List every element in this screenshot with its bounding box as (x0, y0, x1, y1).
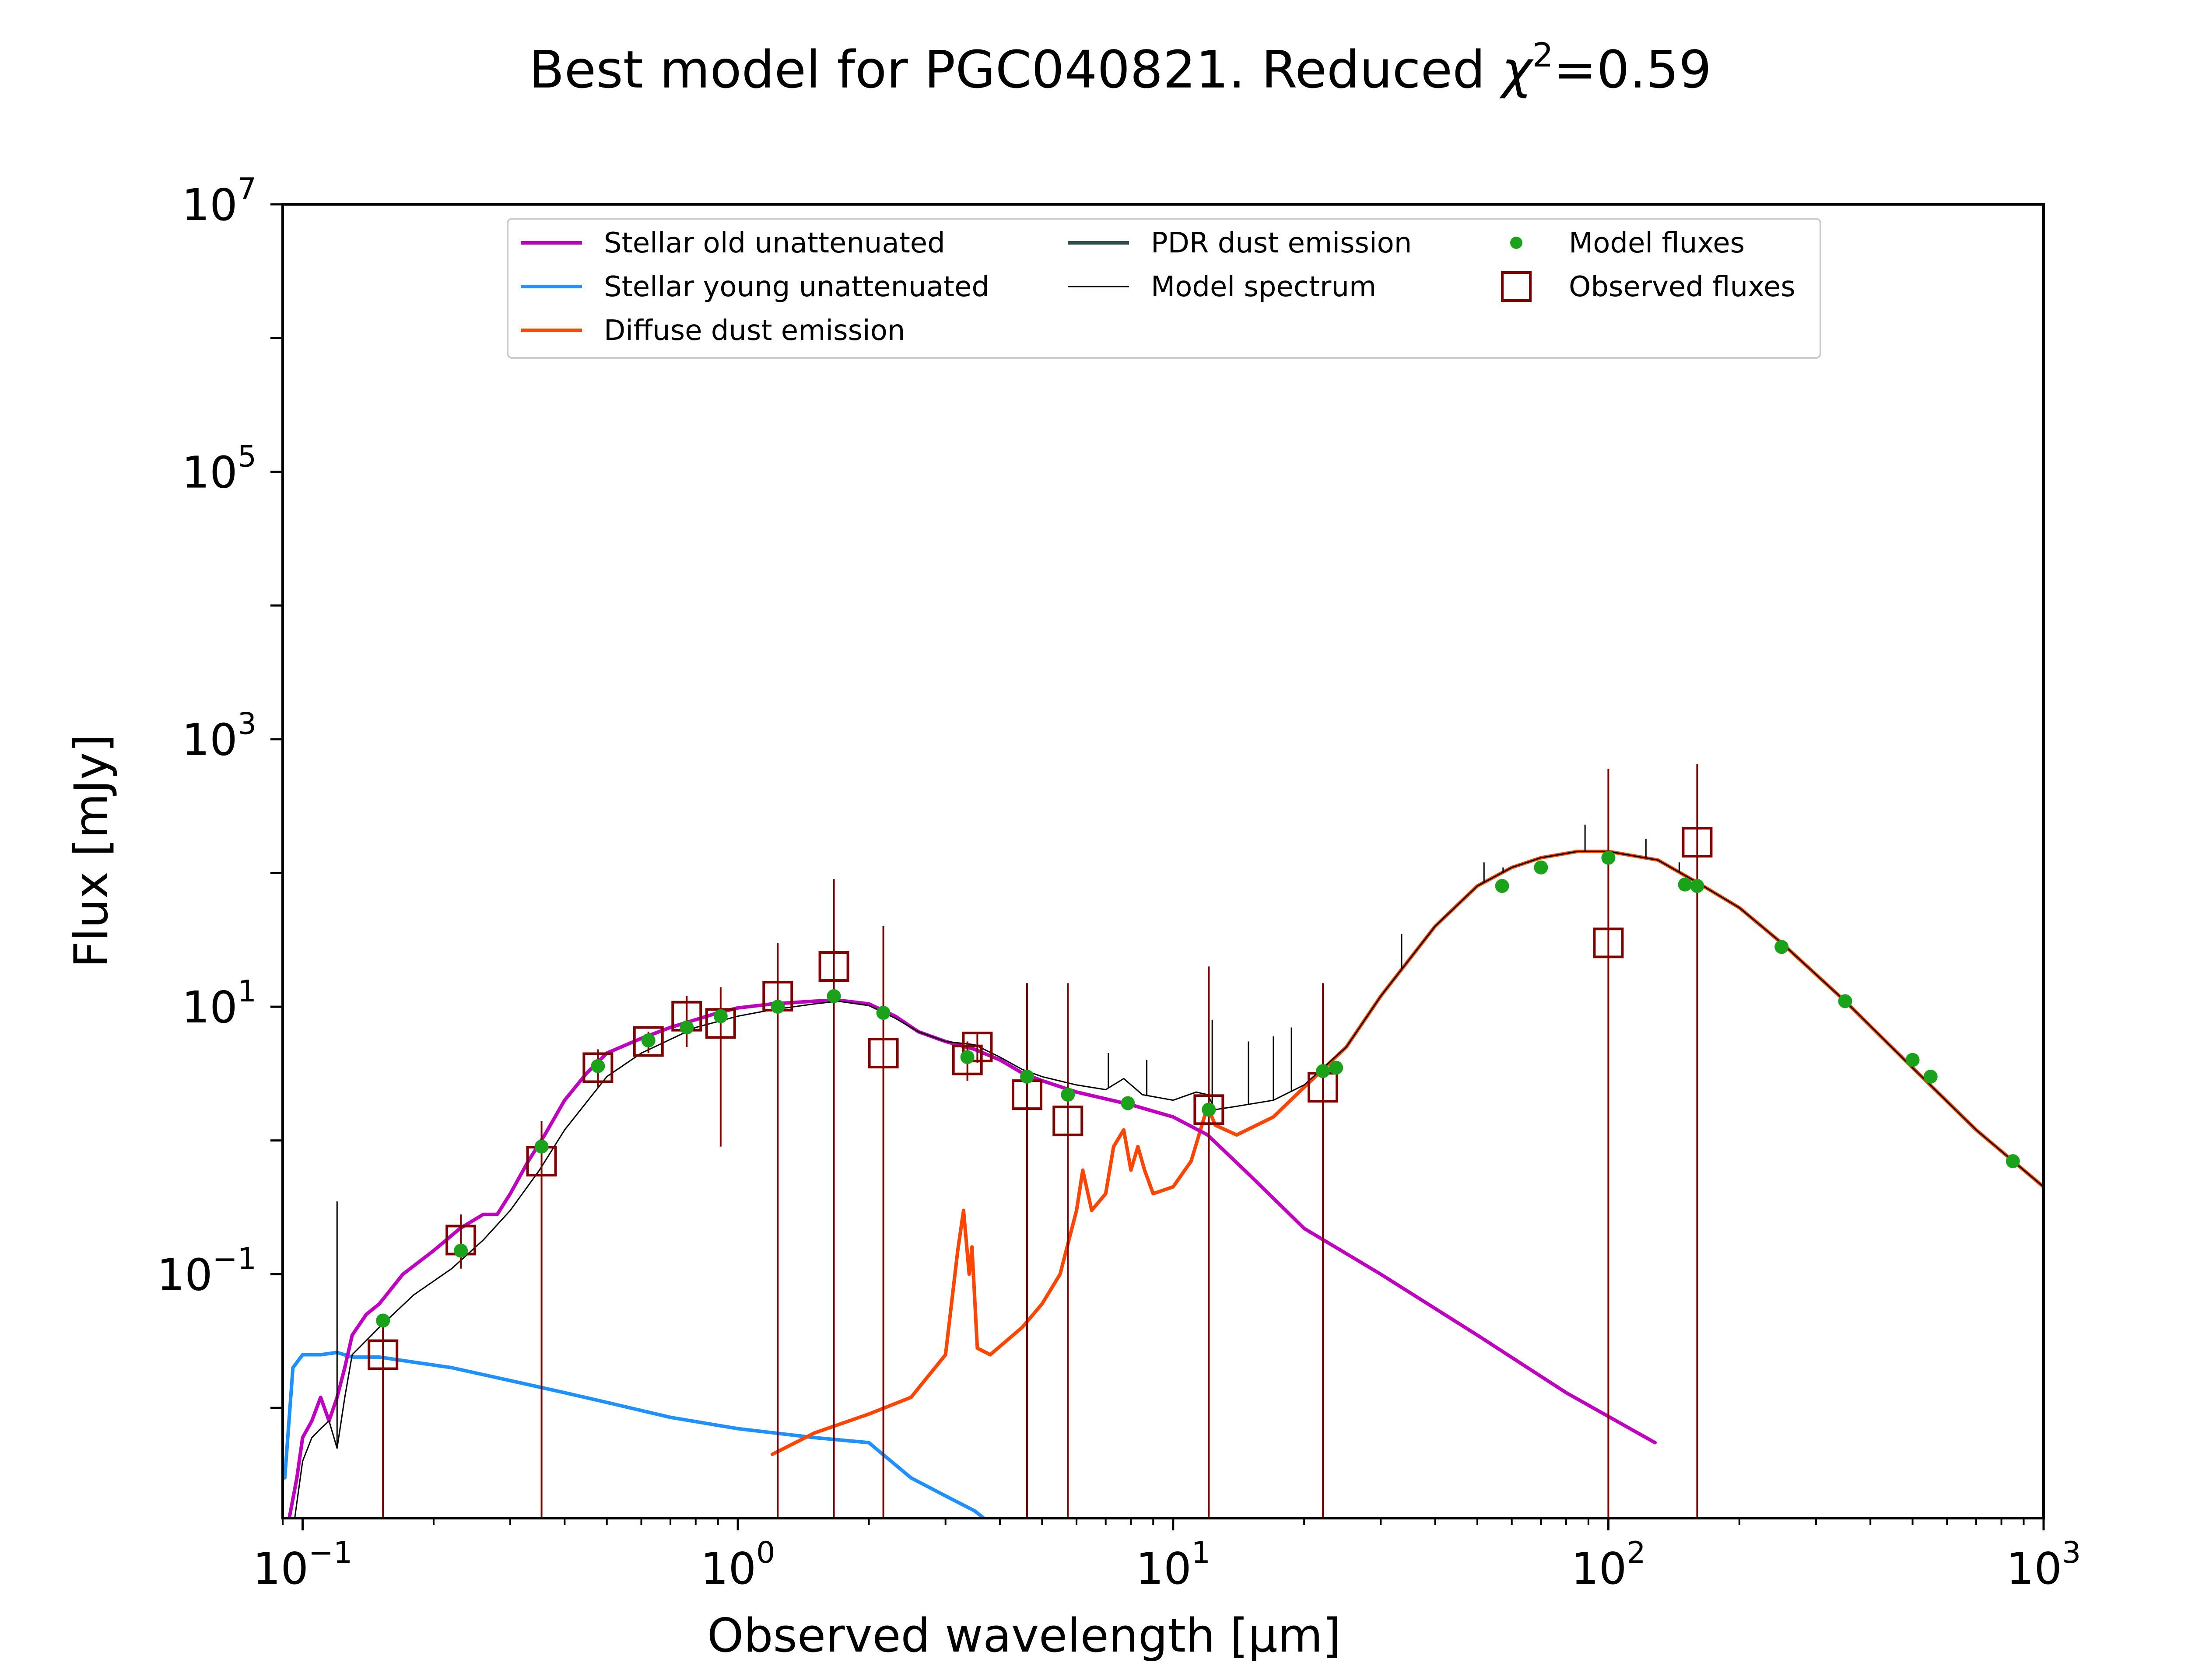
model-flux-point (534, 1139, 549, 1154)
model-flux-point (960, 1050, 975, 1064)
model-flux-point (876, 1006, 891, 1020)
model-flux-point (827, 989, 841, 1003)
y-tick-label: 103 (182, 707, 256, 766)
model-flux-point (771, 1000, 785, 1014)
legend-label-stellar-old: Stellar old unattenuated (604, 227, 945, 259)
marker-layer (368, 764, 2020, 1518)
legend: Stellar old unattenuated Stellar young u… (507, 218, 1821, 359)
y-tick-label: 107 (182, 172, 256, 231)
y-tick-label: 101 (182, 974, 256, 1033)
y-axis-label: Flux [mJy] (64, 734, 118, 968)
model-spectrum-line (294, 850, 2044, 1518)
model-flux-point (1061, 1088, 1075, 1102)
legend-box (507, 218, 1821, 359)
legend-label-stellar-young: Stellar young unattenuated (604, 271, 989, 303)
x-tick-label: 100 (701, 1536, 775, 1594)
model-flux-point (454, 1243, 468, 1258)
model-flux-point (1905, 1053, 1920, 1067)
model-flux-point (591, 1059, 605, 1073)
model-flux-point (1329, 1060, 1343, 1075)
legend-swatch-model-fluxes (1510, 237, 1522, 249)
legend-label-pdr-dust: PDR dust emission (1151, 227, 1412, 259)
tick-layer: 10−1 100 101 102 103 10−1 101 103 105 107 (157, 172, 2081, 1594)
observed-flux-marker (633, 1026, 664, 1057)
y-tick-label: 105 (182, 439, 256, 498)
y-tick-label: 10−1 (157, 1242, 257, 1300)
model-flux-point (1202, 1102, 1216, 1117)
model-flux-point (1601, 850, 1616, 865)
observed-flux-marker (1593, 928, 1624, 959)
observed-flux-marker (368, 1339, 399, 1370)
x-tick-label: 101 (1136, 1536, 1210, 1594)
x-tick-label: 103 (2006, 1536, 2081, 1594)
chart-title-tail: =0.59 (1553, 39, 1712, 100)
model-flux-point (1678, 877, 1692, 892)
model-flux-point (680, 1020, 694, 1035)
model-flux-point (1495, 879, 1509, 893)
model-flux-point (1534, 860, 1548, 875)
chart-title-main: Best model for PGC040821. Reduced (529, 39, 1502, 100)
model-flux-point (1838, 994, 1852, 1008)
legend-label-model-fluxes: Model fluxes (1569, 227, 1745, 259)
model-flux-point (1121, 1096, 1135, 1110)
x-tick-label: 102 (1571, 1536, 1646, 1594)
model-flux-point (1690, 879, 1704, 893)
plot-frame (281, 203, 2045, 1519)
model-flux-point (1774, 940, 1789, 954)
model-flux-point (1020, 1069, 1034, 1084)
x-tick-label: 10−1 (253, 1536, 353, 1594)
observed-flux-marker (1052, 1106, 1083, 1137)
observed-flux-marker (1193, 1094, 1224, 1125)
legend-label-model-spectrum: Model spectrum (1151, 271, 1376, 303)
model-flux-point (376, 1313, 390, 1328)
model-flux-point (1316, 1064, 1330, 1078)
observed-flux-marker (962, 1032, 993, 1063)
observed-flux-marker (1682, 826, 1713, 858)
model-flux-point (641, 1033, 656, 1048)
chart-title: Best model for PGC040821. Reduced χ2=0.5… (529, 35, 1712, 100)
legend-label-observed-fluxes: Observed fluxes (1569, 271, 1795, 303)
legend-label-diffuse-dust: Diffuse dust emission (604, 315, 905, 347)
x-axis-label: Observed wavelength [μm] (707, 1609, 1341, 1662)
chart-title-sup: 2 (1532, 35, 1553, 74)
model-flux-point (1923, 1069, 1938, 1084)
chart-title-chi: χ (1499, 39, 1534, 100)
stellar-young-line (283, 1351, 987, 1518)
observed-flux-marker (818, 951, 849, 982)
legend-swatch-observed-fluxes (1501, 271, 1532, 302)
model-flux-point (2006, 1154, 2020, 1169)
model-flux-point (713, 1009, 728, 1023)
observed-flux-marker (582, 1052, 614, 1083)
observed-flux-marker (868, 1038, 899, 1069)
